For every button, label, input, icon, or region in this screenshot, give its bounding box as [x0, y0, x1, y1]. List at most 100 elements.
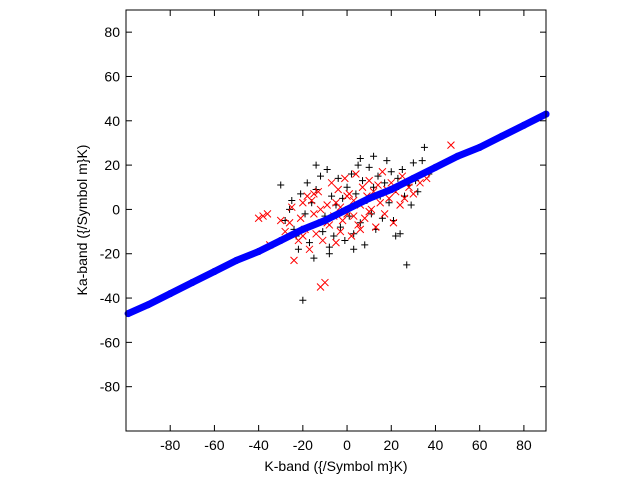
cross-marker-point: [389, 218, 398, 227]
plus-marker-point: [334, 174, 342, 182]
fit-line-point: [409, 174, 417, 182]
marks-layer: [124, 110, 550, 318]
fit-line-segment: [299, 217, 329, 233]
fit-line-point: [365, 194, 373, 202]
plus-marker-point: [354, 161, 362, 169]
y-tick-label: 80: [104, 24, 120, 40]
cross-marker-point: [254, 214, 263, 223]
plus-marker-point: [323, 166, 331, 174]
cross-marker-point: [314, 187, 323, 196]
cross-marker-point: [332, 198, 340, 207]
plus-marker-point: [330, 232, 338, 240]
fit-line-point: [321, 217, 329, 224]
cross-marker-point: [374, 181, 382, 189]
cross-marker-point: [340, 174, 349, 183]
plus-marker-point: [383, 157, 391, 165]
cross-marker-point: [336, 227, 345, 236]
plus-marker-point: [297, 190, 305, 198]
cross-marker-point: [298, 198, 307, 207]
fit-line-segment: [343, 194, 373, 213]
cross-marker-point: [334, 185, 343, 194]
plot-frame: [125, 9, 547, 432]
y-tick-label: 20: [104, 157, 120, 173]
plus-marker-point: [319, 228, 327, 236]
plus-marker-point: [365, 163, 373, 171]
plus-marker-point: [347, 170, 355, 178]
x-tick-label: 60: [472, 437, 488, 453]
x-tick-label: -20: [293, 437, 313, 453]
cross-marker-point: [356, 225, 365, 234]
fit-line-point: [166, 290, 174, 298]
axes-layer: [125, 9, 547, 432]
cross-marker-point: [400, 194, 409, 203]
cross-marker-point: [360, 214, 369, 223]
fit-line-segment: [188, 267, 218, 287]
cross-marker-point: [349, 212, 358, 220]
x-tick-label: -40: [249, 437, 269, 453]
cross-marker-point: [332, 238, 340, 247]
fit-line-point: [454, 152, 462, 160]
cross-marker-point: [285, 218, 294, 227]
cross-marker-point: [376, 198, 385, 207]
fit-line-segment: [166, 279, 196, 298]
plus-marker-point: [343, 183, 351, 191]
fit-line-point: [277, 236, 285, 244]
fit-line-segment: [431, 152, 462, 171]
plus-marker-point: [392, 232, 400, 240]
fit-line-segment: [233, 248, 263, 264]
cross-marker-point: [307, 196, 316, 205]
cross-marker-point: [310, 209, 318, 218]
x-tick-label: -80: [160, 437, 180, 453]
cross-marker-point: [321, 278, 329, 287]
cross-marker-point: [365, 176, 374, 185]
plus-marker-point: [325, 250, 333, 258]
fit-line-point: [233, 256, 241, 264]
x-tick-label: 40: [428, 437, 444, 453]
plus-marker-point: [403, 261, 411, 269]
plus-marker-point: [374, 172, 382, 180]
plus-marker-point: [336, 223, 344, 231]
fit-line-segment: [520, 110, 550, 129]
x-tick-label: 0: [343, 437, 351, 453]
fit-line-point: [343, 205, 351, 213]
cross-marker-point: [296, 214, 305, 223]
plus-marker-point: [341, 236, 349, 244]
y-tick-label: -80: [100, 379, 120, 395]
fit-line-segment: [124, 301, 152, 318]
plus-marker-point: [303, 179, 311, 187]
cross-marker-point: [416, 178, 424, 187]
cross-marker-point: [396, 201, 404, 209]
cross-marker-point: [305, 245, 314, 254]
cross-marker-point: [447, 141, 455, 150]
plus-marker-point: [409, 159, 417, 167]
fit-line-segment: [387, 174, 417, 193]
plus-marker-point: [356, 154, 364, 162]
y-tick-label: -20: [100, 246, 120, 262]
y-tick-label: -40: [100, 290, 120, 306]
cross-marker-point: [310, 190, 318, 198]
plus-marker-point: [359, 177, 367, 185]
y-tick-label: 40: [104, 113, 120, 129]
fit-line-point: [188, 279, 196, 287]
fit-line-point: [520, 121, 528, 129]
cross-marker-point: [343, 192, 351, 200]
cross-marker-point: [378, 167, 387, 176]
fit-line-point: [299, 225, 307, 233]
plus-marker-point: [317, 172, 325, 180]
plus-marker-point: [418, 157, 426, 165]
cross-marker-point: [276, 216, 285, 225]
y-tick-label: 0: [112, 201, 120, 217]
y-tick-label: 60: [104, 68, 120, 84]
cross-marker-point: [316, 205, 325, 214]
fit-line-point: [255, 248, 263, 256]
cross-marker-point: [290, 256, 298, 265]
cross-marker-point: [352, 170, 360, 178]
fit-line-point: [210, 267, 218, 275]
fit-line-segment: [255, 236, 285, 256]
fit-line-segment: [476, 132, 506, 151]
fit-line-segment: [454, 143, 484, 160]
x-tick-label: 80: [516, 437, 532, 453]
x-tick-label: 20: [383, 437, 399, 453]
plus-marker-point: [305, 239, 313, 247]
